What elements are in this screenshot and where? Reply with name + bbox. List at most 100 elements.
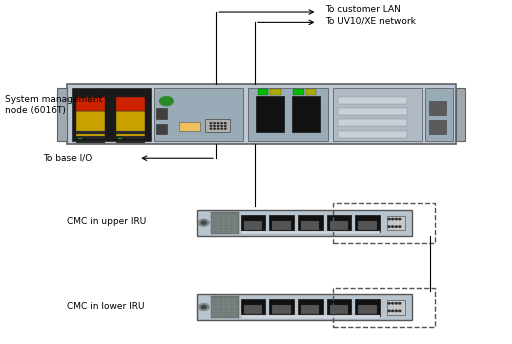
Circle shape — [221, 128, 223, 129]
Bar — [333, 288, 435, 327]
Bar — [72, 88, 151, 141]
Circle shape — [214, 123, 216, 124]
Bar — [269, 215, 294, 232]
Bar — [76, 136, 105, 139]
Bar — [76, 131, 105, 134]
Circle shape — [399, 226, 401, 227]
Circle shape — [395, 310, 397, 312]
Circle shape — [210, 123, 212, 124]
Bar — [327, 299, 351, 316]
Circle shape — [201, 305, 207, 309]
Circle shape — [214, 128, 216, 129]
Circle shape — [395, 218, 397, 220]
Bar — [387, 300, 405, 315]
Bar — [156, 124, 167, 134]
Bar — [293, 89, 304, 95]
Bar — [301, 221, 319, 230]
Circle shape — [388, 303, 390, 304]
Circle shape — [388, 218, 390, 220]
Circle shape — [388, 226, 390, 227]
Circle shape — [399, 218, 401, 220]
Bar — [116, 141, 145, 143]
Bar — [116, 110, 145, 138]
Circle shape — [221, 126, 223, 127]
Bar — [333, 203, 435, 243]
Bar — [338, 131, 407, 138]
Bar — [78, 137, 82, 139]
Bar — [429, 120, 446, 134]
Bar — [211, 296, 239, 318]
Bar — [211, 212, 239, 234]
Bar — [327, 215, 351, 232]
Bar — [355, 299, 380, 316]
Circle shape — [198, 303, 209, 311]
Circle shape — [159, 96, 174, 106]
Bar — [241, 215, 265, 232]
Circle shape — [392, 218, 394, 220]
Circle shape — [399, 303, 401, 304]
Text: To base I/O: To base I/O — [44, 154, 93, 163]
Bar — [387, 215, 405, 230]
Bar — [333, 88, 422, 141]
Circle shape — [210, 128, 212, 129]
Bar — [156, 108, 167, 119]
Bar — [306, 89, 316, 95]
Bar — [456, 88, 465, 141]
Bar — [76, 97, 105, 110]
Bar — [338, 108, 407, 115]
Bar — [358, 305, 377, 314]
Bar — [338, 119, 407, 126]
Bar — [258, 89, 268, 95]
Bar — [330, 221, 348, 230]
Circle shape — [225, 128, 226, 129]
Bar — [116, 136, 145, 139]
Circle shape — [218, 123, 219, 124]
Circle shape — [214, 126, 216, 127]
Circle shape — [225, 123, 226, 124]
Circle shape — [218, 126, 219, 127]
Bar — [154, 88, 243, 141]
Circle shape — [395, 226, 397, 227]
Circle shape — [392, 226, 394, 227]
Bar — [116, 97, 145, 110]
Bar — [248, 88, 328, 141]
Circle shape — [399, 310, 401, 312]
Circle shape — [392, 310, 394, 312]
Circle shape — [395, 303, 397, 304]
Text: CMC in upper IRU: CMC in upper IRU — [67, 217, 146, 226]
Bar — [292, 96, 320, 132]
Bar — [425, 88, 453, 141]
Bar — [330, 305, 348, 314]
Bar — [118, 137, 122, 139]
Circle shape — [225, 126, 226, 127]
Text: To UV10/XE network: To UV10/XE network — [325, 17, 416, 26]
Bar — [298, 215, 323, 232]
Bar — [76, 110, 105, 138]
Circle shape — [388, 310, 390, 312]
Bar — [241, 315, 380, 319]
Bar — [244, 305, 262, 314]
Bar — [338, 97, 407, 104]
Circle shape — [221, 123, 223, 124]
Bar — [298, 299, 323, 316]
Bar — [179, 122, 200, 131]
Bar — [429, 101, 446, 115]
Bar — [205, 119, 230, 132]
Bar — [76, 141, 105, 143]
Bar — [67, 84, 456, 144]
Bar — [116, 131, 145, 134]
Text: To customer LAN: To customer LAN — [325, 5, 401, 14]
Bar — [272, 221, 291, 230]
Bar — [272, 305, 291, 314]
Circle shape — [392, 303, 394, 304]
Bar — [244, 221, 262, 230]
Bar — [270, 89, 281, 95]
Bar — [197, 210, 412, 236]
Bar — [241, 231, 380, 234]
Bar — [197, 294, 412, 320]
Text: CMC in lower IRU: CMC in lower IRU — [67, 302, 144, 311]
Circle shape — [201, 221, 207, 225]
Circle shape — [198, 219, 209, 227]
Text: System management
node (6016T): System management node (6016T) — [5, 95, 102, 115]
Circle shape — [218, 128, 219, 129]
